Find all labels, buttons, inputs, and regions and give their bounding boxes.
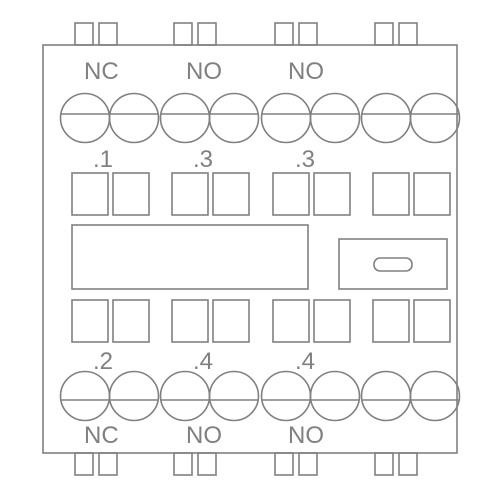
label-bottom-2: NO	[288, 422, 324, 449]
label-mid-top-0: .1	[93, 146, 113, 173]
label-top-0: NC	[84, 58, 119, 85]
label-bottom-1: NO	[186, 422, 222, 449]
label-bottom-0: NC	[84, 422, 119, 449]
label-mid-top-1: .3	[193, 146, 213, 173]
label-top-2: NO	[288, 58, 324, 85]
label-mid-bottom-0: .2	[93, 348, 113, 375]
contactor-diagram: NC NO NO NC NO NO .1 .3 .3 .2 .4 .4	[0, 0, 500, 500]
label-mid-bottom-2: .4	[295, 348, 315, 375]
label-top-1: NO	[186, 58, 222, 85]
label-mid-top-2: .3	[295, 146, 315, 173]
label-mid-bottom-1: .4	[193, 348, 213, 375]
